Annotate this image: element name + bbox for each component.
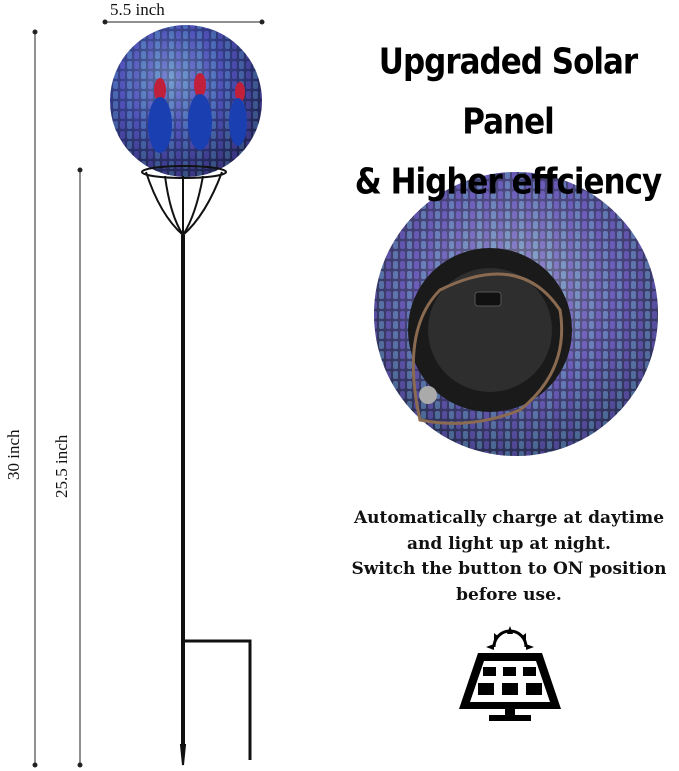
headline-line-2: & Higher effciency xyxy=(354,161,662,203)
metal-hook xyxy=(411,272,564,425)
mosaic-globe xyxy=(110,25,262,177)
description-line-2: and light up at night. xyxy=(407,533,611,554)
headline: Upgraded Solar Panel & Higher effciency xyxy=(330,32,679,211)
description-line-4: before use. xyxy=(456,584,562,605)
solar-panel-icon xyxy=(459,626,561,721)
total-height-dimension-label: 30 inch xyxy=(4,429,23,480)
description-line-1: Automatically charge at daytime xyxy=(353,508,665,528)
headline-line-1: Upgraded Solar Panel xyxy=(378,41,638,143)
width-dimension-label: 5.5 inch xyxy=(110,0,165,19)
stake-height-dimension-label: 25.5 inch xyxy=(52,434,71,498)
solar-battery-housing xyxy=(428,268,552,392)
dimension-lines xyxy=(32,19,265,768)
globe-bottom-view xyxy=(374,172,658,456)
description: Automatically charge at daytime and ligh… xyxy=(340,506,678,608)
description-line-3: Switch the button to ON position xyxy=(351,559,667,579)
on-off-switch xyxy=(474,291,502,307)
garden-stake xyxy=(141,165,252,766)
